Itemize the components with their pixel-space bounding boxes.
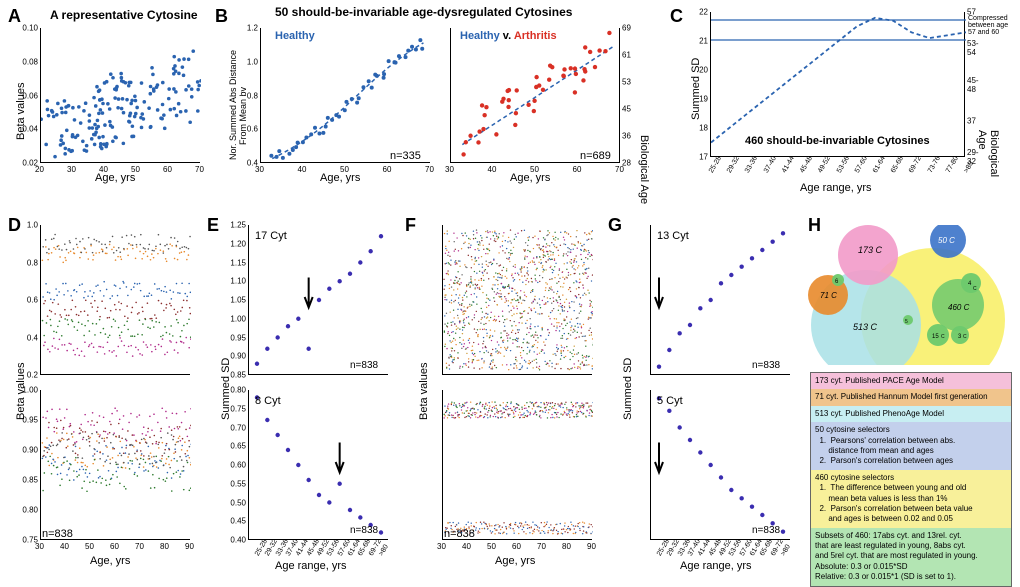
panel-h-legend: 173 cyt. Published PACE Age Model71 cyt.… <box>810 372 1012 587</box>
panel-d-top-chart: 0.20.40.60.81.0 <box>40 225 190 375</box>
panel-e-top-chart: 0.850.900.951.001.051.101.151.201.25 <box>248 225 388 375</box>
svg-text:460 C: 460 C <box>948 303 970 312</box>
panel-g-xlabel: Age range, yrs <box>680 560 752 572</box>
panel-c-label: C <box>670 6 683 27</box>
panel-d-xlabel: Age, yrs <box>90 555 130 567</box>
panel-g-bottom-chart: 25-2829-3233-3637-4041-4445-4849-5253-56… <box>650 390 790 540</box>
panel-b-ylabel-r: Biological Age <box>638 135 650 204</box>
svg-text:71 C: 71 C <box>820 291 837 300</box>
panel-e-bottom-n: n=838 <box>350 525 378 536</box>
svg-text:173 C: 173 C <box>858 245 883 255</box>
panel-b-title: 50 should-be-invariable age-dysregulated… <box>275 5 572 19</box>
panel-b-left-n: n=335 <box>390 150 421 162</box>
panel-f-bottom-chart: 30405060708090 <box>442 390 592 540</box>
panel-f-n: n=838 <box>444 528 475 540</box>
svg-text:C: C <box>963 334 967 340</box>
panel-a-title: A representative Cytosine <box>50 8 198 22</box>
panel-b-right-series: Healthy v. Arthritis <box>460 30 557 42</box>
svg-text:50 C: 50 C <box>938 236 955 245</box>
panel-e-xlabel: Age range, yrs <box>275 560 347 572</box>
panel-a-ylabel: Beta values <box>15 83 27 140</box>
panel-g-ylabel: Summed SD <box>622 358 634 420</box>
panel-g-top-title: 13 Cyt <box>657 230 689 242</box>
svg-text:C: C <box>973 286 977 292</box>
panel-f-ylabel: Beta values <box>418 363 430 420</box>
panel-e-bottom-title: 8 Cyt <box>255 395 281 407</box>
panel-c-annotation: Compressed between age 57 and 60 <box>968 15 1008 36</box>
panel-c-title: 460 should-be-invariable Cytosines <box>745 135 930 147</box>
panel-b-left-xlabel: Age, yrs <box>320 172 360 184</box>
panel-f-top-chart <box>442 225 592 375</box>
panel-g-bottom-n: n=838 <box>752 525 780 536</box>
panel-c-ylabel: Summed SD <box>690 58 702 120</box>
panel-h-venn: 173 C 50 C 71 C 513 C 460 C 4 15 3 6 C C… <box>808 225 1013 365</box>
panel-d-n: n=838 <box>42 528 73 540</box>
panel-e-top-title: 17 Cyt <box>255 230 287 242</box>
panel-g-bottom-title: 5 Cyt <box>657 395 683 407</box>
panel-d-label: D <box>8 215 21 236</box>
panel-b-right-xlabel: Age, yrs <box>510 172 550 184</box>
panel-f-xlabel: Age, yrs <box>495 555 535 567</box>
panel-a-label: A <box>8 6 21 27</box>
panel-c-xlabel: Age range, yrs <box>800 182 872 194</box>
svg-text:5: 5 <box>905 319 908 325</box>
panel-b-left-chart: 30405060700.40.60.81.01.2 <box>260 28 430 163</box>
panel-c-ylabel-r: Biological Age <box>976 130 1000 177</box>
panel-b-left-series: Healthy <box>275 30 315 42</box>
svg-text:513 C: 513 C <box>853 322 878 332</box>
panel-d-bottom-chart: 0.750.800.850.900.951.0030405060708090 <box>40 390 190 540</box>
panel-f-label: F <box>405 215 416 236</box>
svg-text:15: 15 <box>932 334 939 340</box>
panel-e-ylabel: Summed SD <box>220 358 232 420</box>
panel-b-right-chart: 3040506070283645536169 <box>450 28 620 163</box>
panel-g-top-n: n=838 <box>752 360 780 371</box>
panel-b-label: B <box>215 6 228 27</box>
panel-a-chart: 2030405060700.020.040.060.080.10 <box>40 28 200 163</box>
panel-a-xlabel: Age, yrs <box>95 172 135 184</box>
panel-b-ylabel: Nor. Summed Abs Distance From Mean bv <box>228 50 248 160</box>
panel-e-bottom-chart: 0.400.450.500.550.600.650.700.750.8025-2… <box>248 390 388 540</box>
panel-e-label: E <box>207 215 219 236</box>
panel-g-top-chart <box>650 225 790 375</box>
panel-g-label: G <box>608 215 622 236</box>
svg-text:C: C <box>941 334 945 340</box>
panel-e-top-n: n=838 <box>350 360 378 371</box>
panel-b-right-n: n=689 <box>580 150 611 162</box>
panel-d-ylabel: Beta values <box>15 363 27 420</box>
